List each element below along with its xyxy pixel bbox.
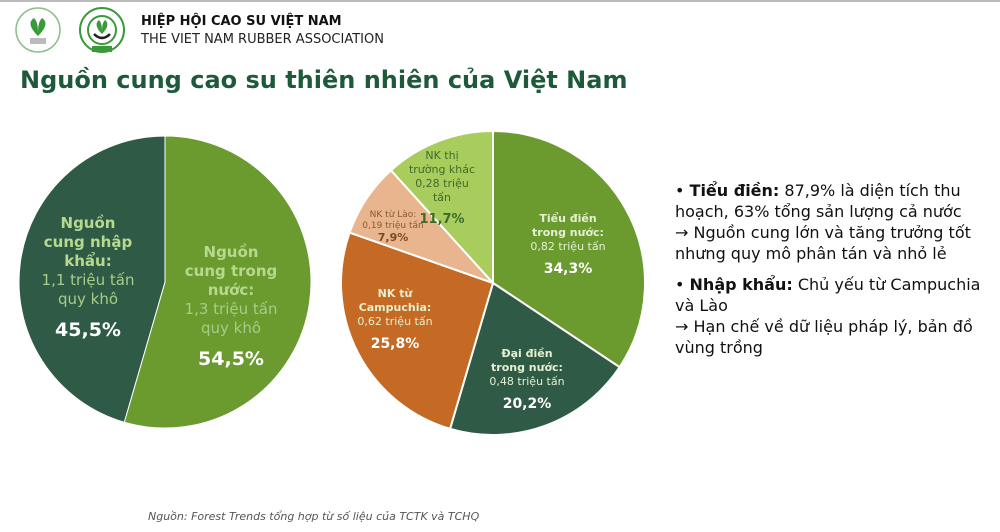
pie2-slice-1: [448, 281, 621, 436]
pie1-label-import: Nguồn cung nhập khẩu: 1,1 triệu tấn quy …: [41, 214, 135, 341]
pie2-label-cambodia: NK từ Campuchia: 0,62 triệu tấn 25,8%: [357, 287, 433, 352]
bullet-smallholder: • Tiểu điền: 87,9% là diện tích thu hoạc…: [675, 181, 971, 263]
key-points: • Tiểu điền: 87,9% là diện tích thu hoạc…: [675, 180, 995, 368]
pie2-label-laos: NK từ Lào: 0,19 triệu tấn 7,9%: [362, 210, 424, 244]
pie2-label-smallholder: Tiểu điền trong nước: 0,82 triệu tấn 34,3%: [530, 212, 606, 277]
pie2-slice-4: [389, 129, 494, 286]
pie1-slice-0: [123, 135, 312, 429]
page-title: Nguồn cung cao su thiên nhiên của Việt N…: [20, 66, 628, 94]
pie2-label-other: NK thị trường khác 0,28 triệu tấn 11,7%: [408, 149, 476, 227]
source-note: Nguồn: Forest Trends tổng hợp từ số liệu…: [148, 510, 480, 523]
org-name-vi: HIỆP HỘI CAO SU VIỆT NAM: [141, 14, 342, 29]
association-logo-icon: [79, 7, 125, 53]
pie1-slice-1: [18, 135, 166, 423]
org-name-en: THE VIET NAM RUBBER ASSOCIATION: [141, 32, 384, 47]
pie1-label-domestic: Nguồn cung trong nước: 1,3 triệu tấn quy…: [184, 243, 278, 370]
pie2-label-estate: Đại điền trong nước: 0,48 triệu tấn 20,2%: [489, 347, 565, 412]
vra-logo-icon: [15, 7, 61, 53]
bullet-import: • Nhập khẩu: Chủ yếu từ Campuchia và Lào…: [675, 275, 981, 357]
pie2-slice-2: [340, 231, 495, 431]
